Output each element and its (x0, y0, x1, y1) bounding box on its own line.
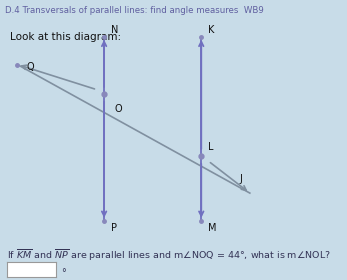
Text: L: L (208, 142, 214, 152)
Text: O: O (115, 104, 122, 114)
Text: Q: Q (26, 62, 34, 72)
Text: N: N (111, 25, 118, 35)
Text: Look at this diagram:: Look at this diagram: (10, 32, 121, 42)
Text: D.4 Transversals of parallel lines: find angle measures  WB9: D.4 Transversals of parallel lines: find… (5, 6, 264, 15)
Text: K: K (208, 25, 214, 35)
Text: If $\overline{KM}$ and $\overline{NP}$ are parallel lines and m$\angle$NOQ = 44°: If $\overline{KM}$ and $\overline{NP}$ a… (7, 248, 331, 263)
Text: J: J (239, 174, 242, 184)
Text: M: M (208, 223, 217, 233)
Text: P: P (111, 223, 117, 233)
Text: °: ° (61, 268, 66, 278)
